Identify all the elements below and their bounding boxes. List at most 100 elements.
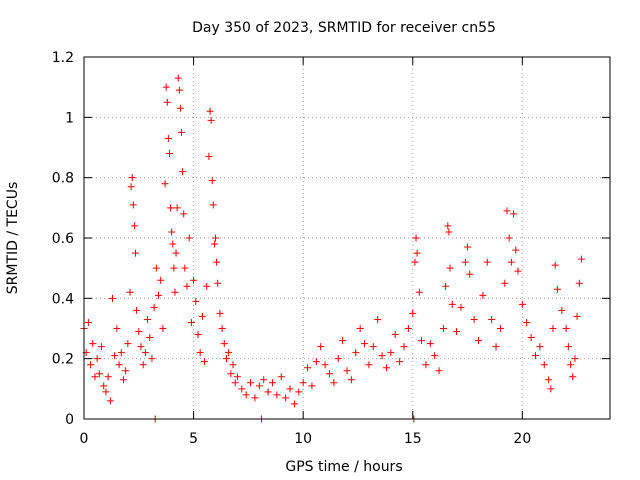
data-point — [457, 303, 465, 311]
data-point — [374, 315, 382, 323]
data-point — [321, 361, 329, 369]
data-point — [132, 249, 140, 257]
data-point — [413, 249, 421, 257]
data-point — [268, 379, 276, 387]
data-point — [453, 328, 461, 336]
data-point — [214, 279, 222, 287]
y-tick-label: 0.6 — [52, 231, 74, 247]
data-point — [382, 364, 390, 372]
data-point — [146, 334, 154, 342]
data-point — [505, 234, 513, 242]
data-point — [84, 318, 92, 326]
data-point — [207, 116, 215, 124]
data-point — [127, 183, 135, 191]
data-point — [415, 288, 423, 296]
data-point — [212, 234, 219, 242]
series-srmtid — [80, 74, 586, 423]
data-point — [108, 294, 116, 302]
data-point — [251, 394, 259, 402]
x-tick-label: 15 — [404, 431, 422, 447]
data-point — [400, 343, 408, 351]
data-point — [175, 86, 183, 94]
data-point — [339, 337, 347, 345]
data-point — [222, 355, 230, 363]
y-tick-label: 1 — [65, 110, 74, 126]
data-point — [165, 150, 173, 158]
data-point — [365, 361, 373, 369]
data-point — [260, 376, 268, 384]
data-point — [141, 349, 149, 357]
data-point — [87, 361, 95, 369]
data-point — [569, 373, 577, 381]
data-point — [514, 267, 522, 275]
data-point — [512, 246, 520, 254]
x-tick-label: 0 — [80, 431, 89, 447]
data-point — [225, 349, 233, 357]
data-point — [404, 325, 412, 332]
data-point — [317, 343, 325, 351]
chart-title: Day 350 of 2023, SRMTID for receiver cn5… — [192, 20, 496, 36]
data-point — [426, 340, 434, 348]
data-point — [159, 325, 167, 332]
data-point — [100, 382, 108, 390]
data-point — [518, 300, 526, 308]
data-point — [128, 174, 136, 182]
data-point — [218, 325, 226, 332]
data-point — [178, 128, 186, 136]
data-point — [164, 134, 172, 142]
data-point — [523, 318, 531, 326]
data-point — [492, 343, 500, 351]
gridlines — [84, 57, 610, 419]
data-point — [233, 373, 241, 381]
y-tick-label: 0.2 — [52, 352, 74, 368]
data-point — [213, 258, 221, 266]
data-point — [545, 376, 553, 384]
data-point — [148, 355, 156, 363]
data-point — [507, 258, 515, 266]
data-point — [113, 325, 121, 332]
data-point — [144, 315, 152, 323]
data-point — [124, 340, 132, 348]
data-point — [575, 279, 583, 287]
data-point — [171, 288, 179, 296]
data-point — [299, 379, 307, 387]
data-point — [122, 367, 130, 375]
data-point — [117, 349, 125, 357]
data-point — [431, 352, 439, 360]
data-point — [209, 201, 217, 209]
data-point — [578, 255, 586, 263]
data-point — [220, 340, 228, 348]
data-point — [479, 291, 487, 299]
data-point — [98, 343, 106, 351]
data-point — [567, 361, 575, 369]
data-point — [238, 385, 246, 393]
data-point — [470, 315, 478, 323]
data-point — [196, 349, 204, 357]
data-point — [488, 315, 496, 323]
data-point — [391, 331, 399, 339]
data-point — [208, 177, 216, 185]
data-point — [227, 370, 235, 378]
data-point — [343, 367, 351, 375]
data-point — [445, 228, 453, 236]
data-point — [290, 400, 298, 408]
data-point — [273, 391, 281, 399]
y-tick-label: 1.2 — [52, 50, 74, 66]
x-tick-label: 20 — [513, 431, 531, 447]
data-point — [185, 234, 193, 242]
data-point — [540, 361, 548, 369]
data-point — [286, 385, 294, 393]
data-point — [439, 325, 447, 332]
data-point — [558, 306, 566, 314]
data-point — [183, 282, 191, 290]
data-point — [356, 325, 364, 332]
data-point — [133, 306, 141, 314]
data-point — [93, 355, 101, 363]
data-point — [564, 343, 572, 351]
data-point — [411, 258, 419, 266]
data-point — [139, 361, 147, 369]
data-point — [255, 382, 263, 390]
data-point — [104, 373, 112, 381]
data-point — [571, 355, 579, 363]
